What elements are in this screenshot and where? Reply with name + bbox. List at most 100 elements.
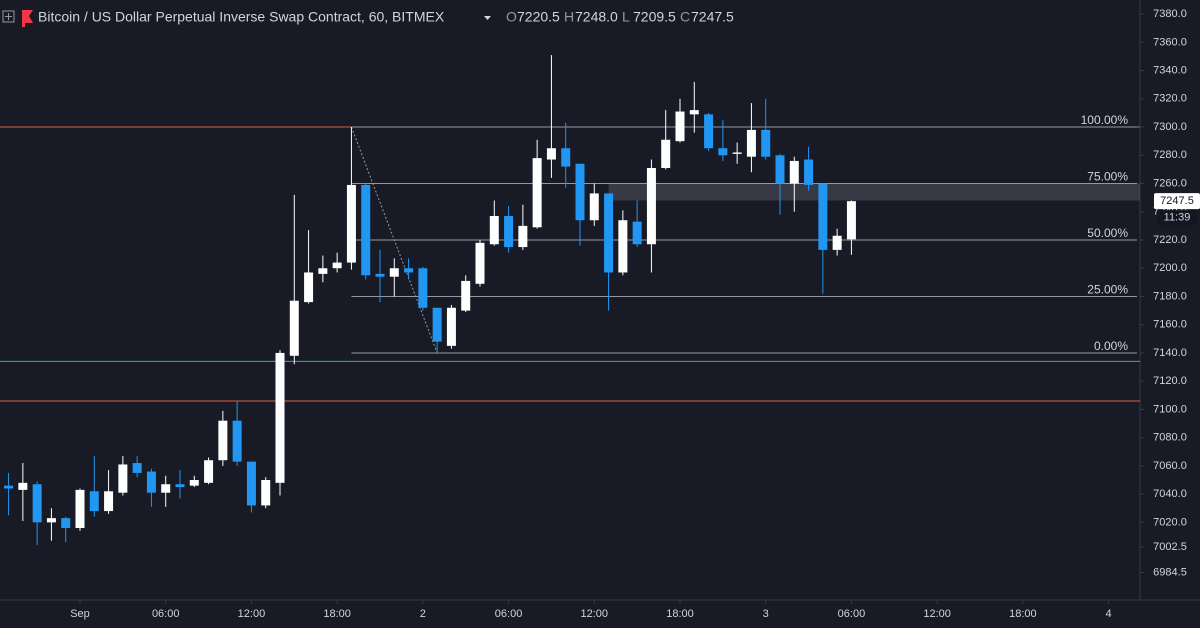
candle-body <box>775 155 785 184</box>
x-tick-label: 06:00 <box>495 608 523 620</box>
y-tick-label: 7320.0 <box>1153 93 1187 105</box>
candle-body <box>61 518 71 528</box>
ohlc-label: C <box>680 9 690 25</box>
candle-body <box>475 242 485 284</box>
x-tick-label: 3 <box>763 608 769 620</box>
expand-icon[interactable] <box>2 10 15 23</box>
candle-body <box>489 216 499 245</box>
candle-body <box>46 518 56 523</box>
fib-label: 100.00% <box>1081 113 1129 127</box>
ohlc-value: 7209.5 <box>633 9 676 25</box>
candle-body <box>318 268 328 274</box>
candle-body <box>846 201 856 240</box>
candle-body <box>132 463 142 473</box>
candle-body <box>361 184 371 276</box>
candle-body <box>446 307 456 346</box>
x-tick-label: 06:00 <box>152 608 180 620</box>
y-tick-label: 7060.0 <box>1153 460 1187 472</box>
y-tick-label: 7280.0 <box>1153 149 1187 161</box>
candle-body <box>75 489 85 528</box>
x-tick-label: 06:00 <box>838 608 866 620</box>
candle-body <box>718 148 728 156</box>
y-tick-label: 6984.5 <box>1153 566 1187 578</box>
fib-label: 0.00% <box>1094 339 1128 353</box>
ohlc-value: 7220.5 <box>517 9 560 25</box>
candle-body <box>218 420 228 461</box>
ohlc-value: 7247.5 <box>691 9 734 25</box>
candle-body <box>632 221 642 245</box>
candle-body <box>832 235 842 250</box>
x-tick-label: 18:00 <box>666 608 694 620</box>
fib-label: 75.00% <box>1087 170 1128 184</box>
candle-body <box>804 159 814 185</box>
candle-body <box>275 352 285 483</box>
candle-body <box>518 225 528 248</box>
highlight-zone <box>608 183 1140 201</box>
x-tick-label: 18:00 <box>1009 608 1037 620</box>
candle-body <box>32 484 42 523</box>
candle-body <box>89 491 99 512</box>
candle-body <box>375 273 385 277</box>
candle-body <box>704 114 714 149</box>
x-tick-label: 2 <box>420 608 426 620</box>
candle-body <box>461 280 471 311</box>
candle-body <box>689 110 699 115</box>
candle-body <box>732 152 742 154</box>
candle-body <box>404 268 414 273</box>
candle-body <box>575 163 585 221</box>
candle-body <box>432 307 442 342</box>
candle-body <box>118 464 128 493</box>
candle-body <box>104 491 114 512</box>
candle-body <box>204 460 214 483</box>
y-tick-label: 7002.5 <box>1153 541 1187 553</box>
candle-body <box>246 461 256 506</box>
candle-body <box>818 183 828 250</box>
candle-body <box>604 193 614 273</box>
exchange-logo <box>22 10 33 27</box>
countdown-bg <box>1157 210 1197 226</box>
y-tick-label: 7080.0 <box>1153 432 1187 444</box>
x-tick-label: 12:00 <box>923 608 951 620</box>
y-tick-label: 7300.0 <box>1153 121 1187 133</box>
fib-label: 50.00% <box>1087 226 1128 240</box>
y-tick-label: 7180.0 <box>1153 290 1187 302</box>
candle-body <box>561 148 571 167</box>
candle-body <box>418 268 428 308</box>
ohlc-value: 7248.0 <box>575 9 618 25</box>
countdown: 11:39 <box>1164 212 1191 224</box>
dropdown-caret[interactable] <box>484 16 491 20</box>
candle-body <box>232 420 242 462</box>
candle-body <box>261 480 271 506</box>
x-tick-label: 18:00 <box>323 608 351 620</box>
y-tick-label: 7260.0 <box>1153 177 1187 189</box>
candle-body <box>646 168 656 245</box>
y-tick-label: 7360.0 <box>1153 36 1187 48</box>
fib-label: 25.00% <box>1087 283 1128 297</box>
y-tick-label: 7140.0 <box>1153 347 1187 359</box>
y-tick-label: 7160.0 <box>1153 319 1187 331</box>
candle-body <box>189 480 199 486</box>
y-tick-label: 7380.0 <box>1153 8 1187 20</box>
price-tag <box>1154 193 1200 210</box>
candle-body <box>346 184 356 263</box>
chart-title[interactable]: Bitcoin / US Dollar Perpetual Inverse Sw… <box>38 9 445 25</box>
y-tick-label: 7040.0 <box>1153 488 1187 500</box>
y-tick-label: 7340.0 <box>1153 64 1187 76</box>
y-tick-label: 7220.0 <box>1153 234 1187 246</box>
y-tick-label: 7020.0 <box>1153 516 1187 528</box>
candle-body <box>389 268 399 277</box>
candle-body <box>146 471 156 493</box>
candle-body <box>304 272 314 303</box>
candle-body <box>589 193 599 221</box>
candle-body <box>761 129 771 157</box>
candle-body <box>789 160 799 184</box>
x-tick-label: 12:00 <box>581 608 609 620</box>
x-tick-label: 12:00 <box>238 608 266 620</box>
x-tick-label: 4 <box>1106 608 1112 620</box>
candle-body <box>661 139 671 168</box>
candle-body <box>289 300 299 356</box>
candle-body <box>618 220 628 273</box>
